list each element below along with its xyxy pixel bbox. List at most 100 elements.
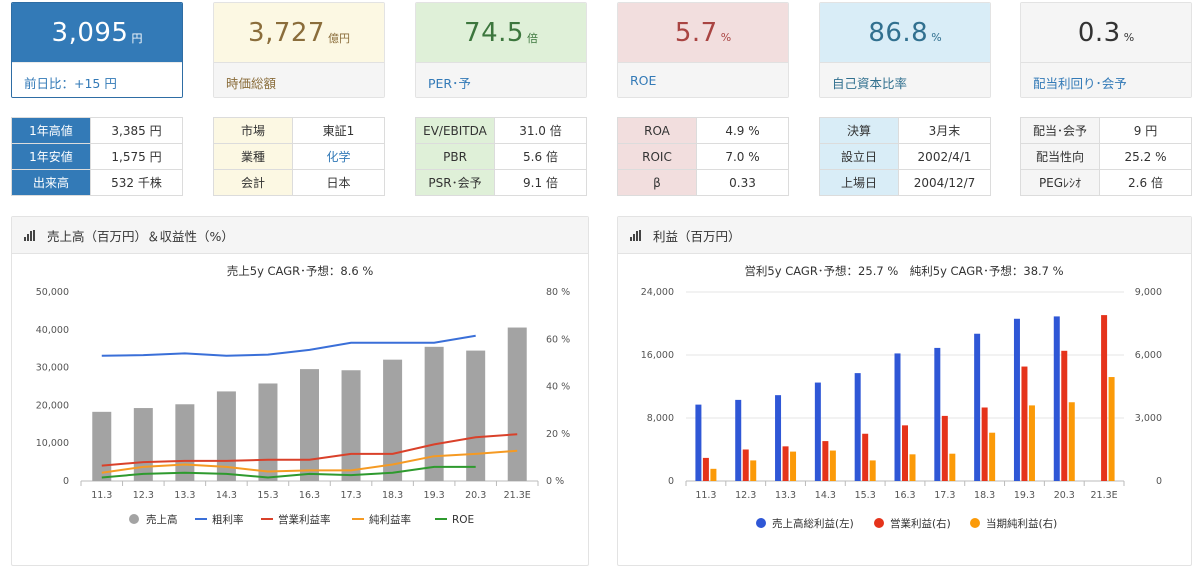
equity-ratio-unit: %: [931, 31, 942, 44]
x-axis-tick-label: 16.3: [299, 490, 320, 501]
kpi-card-equity-ratio: 86.8% 自己資本比率: [819, 2, 991, 98]
table-value: 1,575 円: [90, 143, 183, 170]
kpi-card-roe: 5.7% ROE: [617, 2, 789, 98]
table-key: 決算: [819, 117, 899, 144]
table-value: 2.6 倍: [1099, 169, 1192, 196]
x-axis-tick-label: 16.3: [894, 490, 915, 501]
panel-sales-profitability: 売上高（百万円）＆収益性（%） 売上5y CAGR･予想：8.6 % 0 10,00…: [11, 216, 589, 566]
bar-sales: [466, 350, 486, 481]
table-row: PEGﾚｼｵ 2.6 倍: [1020, 169, 1192, 196]
x-axis-tick-label: 14.3: [216, 490, 237, 501]
table-value: 2002/4/1: [898, 143, 991, 170]
panel-header: 売上高（百万円）＆収益性（%）: [12, 217, 588, 254]
y-axis-right-tick: 40 %: [546, 382, 570, 393]
per-unit: 倍: [526, 31, 538, 45]
bar-当期純利益(右): [989, 432, 996, 481]
bar-sales: [258, 383, 278, 481]
legend-label: 純利益率: [369, 513, 411, 526]
bar-営業利益(右): [862, 433, 869, 481]
dividend-yield-label[interactable]: 配当利回り･会予: [1033, 76, 1127, 91]
table-row: 設立日 2002/4/1: [819, 143, 991, 170]
chart-title: 営利5y CAGR･予想：25.7 % 純利5y CAGR･予想：38.7 %: [744, 264, 1063, 278]
table-row: 1年安値 1,575 円: [11, 143, 183, 170]
price-value: 3,095: [51, 17, 129, 48]
table-value: 東証1: [292, 117, 385, 144]
dividend-yield-unit: %: [1123, 31, 1135, 44]
y-axis-right-tick: 60 %: [546, 334, 570, 345]
bar-当期純利益(右): [750, 460, 757, 481]
y-axis-right-tick: 0: [1156, 476, 1162, 487]
chart-title: 売上5y CAGR･予想：8.6 %: [227, 264, 374, 278]
x-axis-tick-label: 18.3: [382, 490, 403, 501]
table-key: ROA: [617, 117, 697, 144]
x-axis-tick-label: 20.3: [1054, 490, 1075, 501]
table-key: 業種: [213, 143, 293, 170]
panel-profit: 利益（百万円） 営利5y CAGR･予想：25.7 % 純利5y CAGR･予想…: [617, 216, 1192, 566]
table-value: 3月末: [898, 117, 991, 144]
legend-label: 売上高: [146, 513, 178, 526]
bar-売上高総利益(左): [934, 347, 941, 481]
bar-売上高総利益(左): [1053, 316, 1060, 481]
bar-営業利益(右): [902, 425, 908, 481]
bar-当期純利益(右): [949, 453, 956, 481]
line-粗利率: [101, 334, 476, 357]
table-value: 4.9 %: [696, 117, 789, 144]
x-axis-tick-label: 20.3: [465, 490, 486, 501]
table-value: 9.1 倍: [494, 169, 587, 196]
table-value: 25.2 %: [1099, 143, 1192, 170]
market-cap-value: 3,727: [248, 17, 325, 48]
table-key: 会計: [213, 169, 293, 196]
table-row: 配当性向 25.2 %: [1020, 143, 1192, 170]
bar-当期純利益(右): [1108, 377, 1115, 481]
legend-label: 売上高総利益(左): [772, 517, 854, 530]
bar-sales: [383, 359, 403, 481]
legend-label: 当期純利益(右): [986, 517, 1057, 530]
line-営業利益率: [101, 433, 518, 467]
table-dividend: 配当･会予 9 円配当性向 25.2 % PEGﾚｼｵ 2.6 倍: [1020, 117, 1192, 196]
table-row: ROA 4.9 %: [617, 117, 789, 144]
table-valuation: EV/EBITDA 31.0 倍 PBR 5.6 倍 PSR･会予 9.1 倍: [415, 117, 587, 196]
x-axis-tick-label: 11.3: [695, 490, 716, 501]
y-axis-left-tick: 20,000: [36, 400, 69, 411]
table-row: ROIC 7.0 %: [617, 143, 789, 170]
table-row: 会計 日本: [213, 169, 385, 196]
per-label[interactable]: PER･予: [428, 76, 471, 91]
roe-label[interactable]: ROE: [630, 73, 657, 88]
x-axis-tick-label: 13.3: [775, 490, 796, 501]
y-axis-left-tick: 24,000: [641, 287, 674, 298]
bar-営業利益(右): [1021, 366, 1028, 481]
legend-label: 粗利率: [212, 513, 244, 526]
table-value[interactable]: 化学: [292, 143, 385, 170]
y-axis-left-tick: 10,000: [36, 438, 69, 449]
y-axis-right-tick: 80 %: [546, 287, 570, 298]
table-key: 1年高値: [11, 117, 91, 144]
table-key: PBR: [415, 143, 495, 170]
table-returns: ROA 4.9 % ROIC 7.0 % β 0.33: [617, 117, 789, 196]
bar-当期純利益(右): [1068, 402, 1075, 481]
market-cap-unit: 億円: [327, 31, 350, 45]
bar-当期純利益(右): [909, 454, 916, 481]
table-row: 上場日 2004/12/7: [819, 169, 991, 196]
x-axis-tick-label: 21.3E: [1091, 490, 1118, 501]
bar-当期純利益(右): [829, 450, 836, 481]
bar-売上高総利益(左): [974, 333, 981, 481]
bar-sales: [300, 369, 319, 481]
table-value: 0.33: [696, 169, 789, 196]
bar-営業利益(右): [822, 441, 829, 481]
bar-当期純利益(右): [790, 451, 797, 481]
bar-当期純利益(右): [869, 460, 876, 481]
table-price-range: 1年高値 3,385 円 1年安値 1,575 円出来高 532 千株: [11, 117, 183, 196]
x-axis-tick-label: 15.3: [257, 490, 278, 501]
table-value: 31.0 倍: [494, 117, 587, 144]
table-key: PEGﾚｼｵ: [1020, 169, 1100, 196]
y-axis-right-tick: 3,000: [1135, 413, 1162, 424]
table-key: 上場日: [819, 169, 899, 196]
price-change-label[interactable]: 前日比：+15 円: [24, 76, 117, 91]
y-axis-left-tick: 30,000: [36, 363, 69, 374]
x-axis-tick-label: 21.3E: [504, 490, 531, 501]
x-axis-tick-label: 19.3: [1014, 490, 1035, 501]
table-value: 5.6 倍: [494, 143, 587, 170]
table-value: 3,385 円: [90, 117, 183, 144]
legend-label: 営業利益率: [278, 513, 331, 526]
y-axis-left-tick: 0: [63, 476, 69, 487]
